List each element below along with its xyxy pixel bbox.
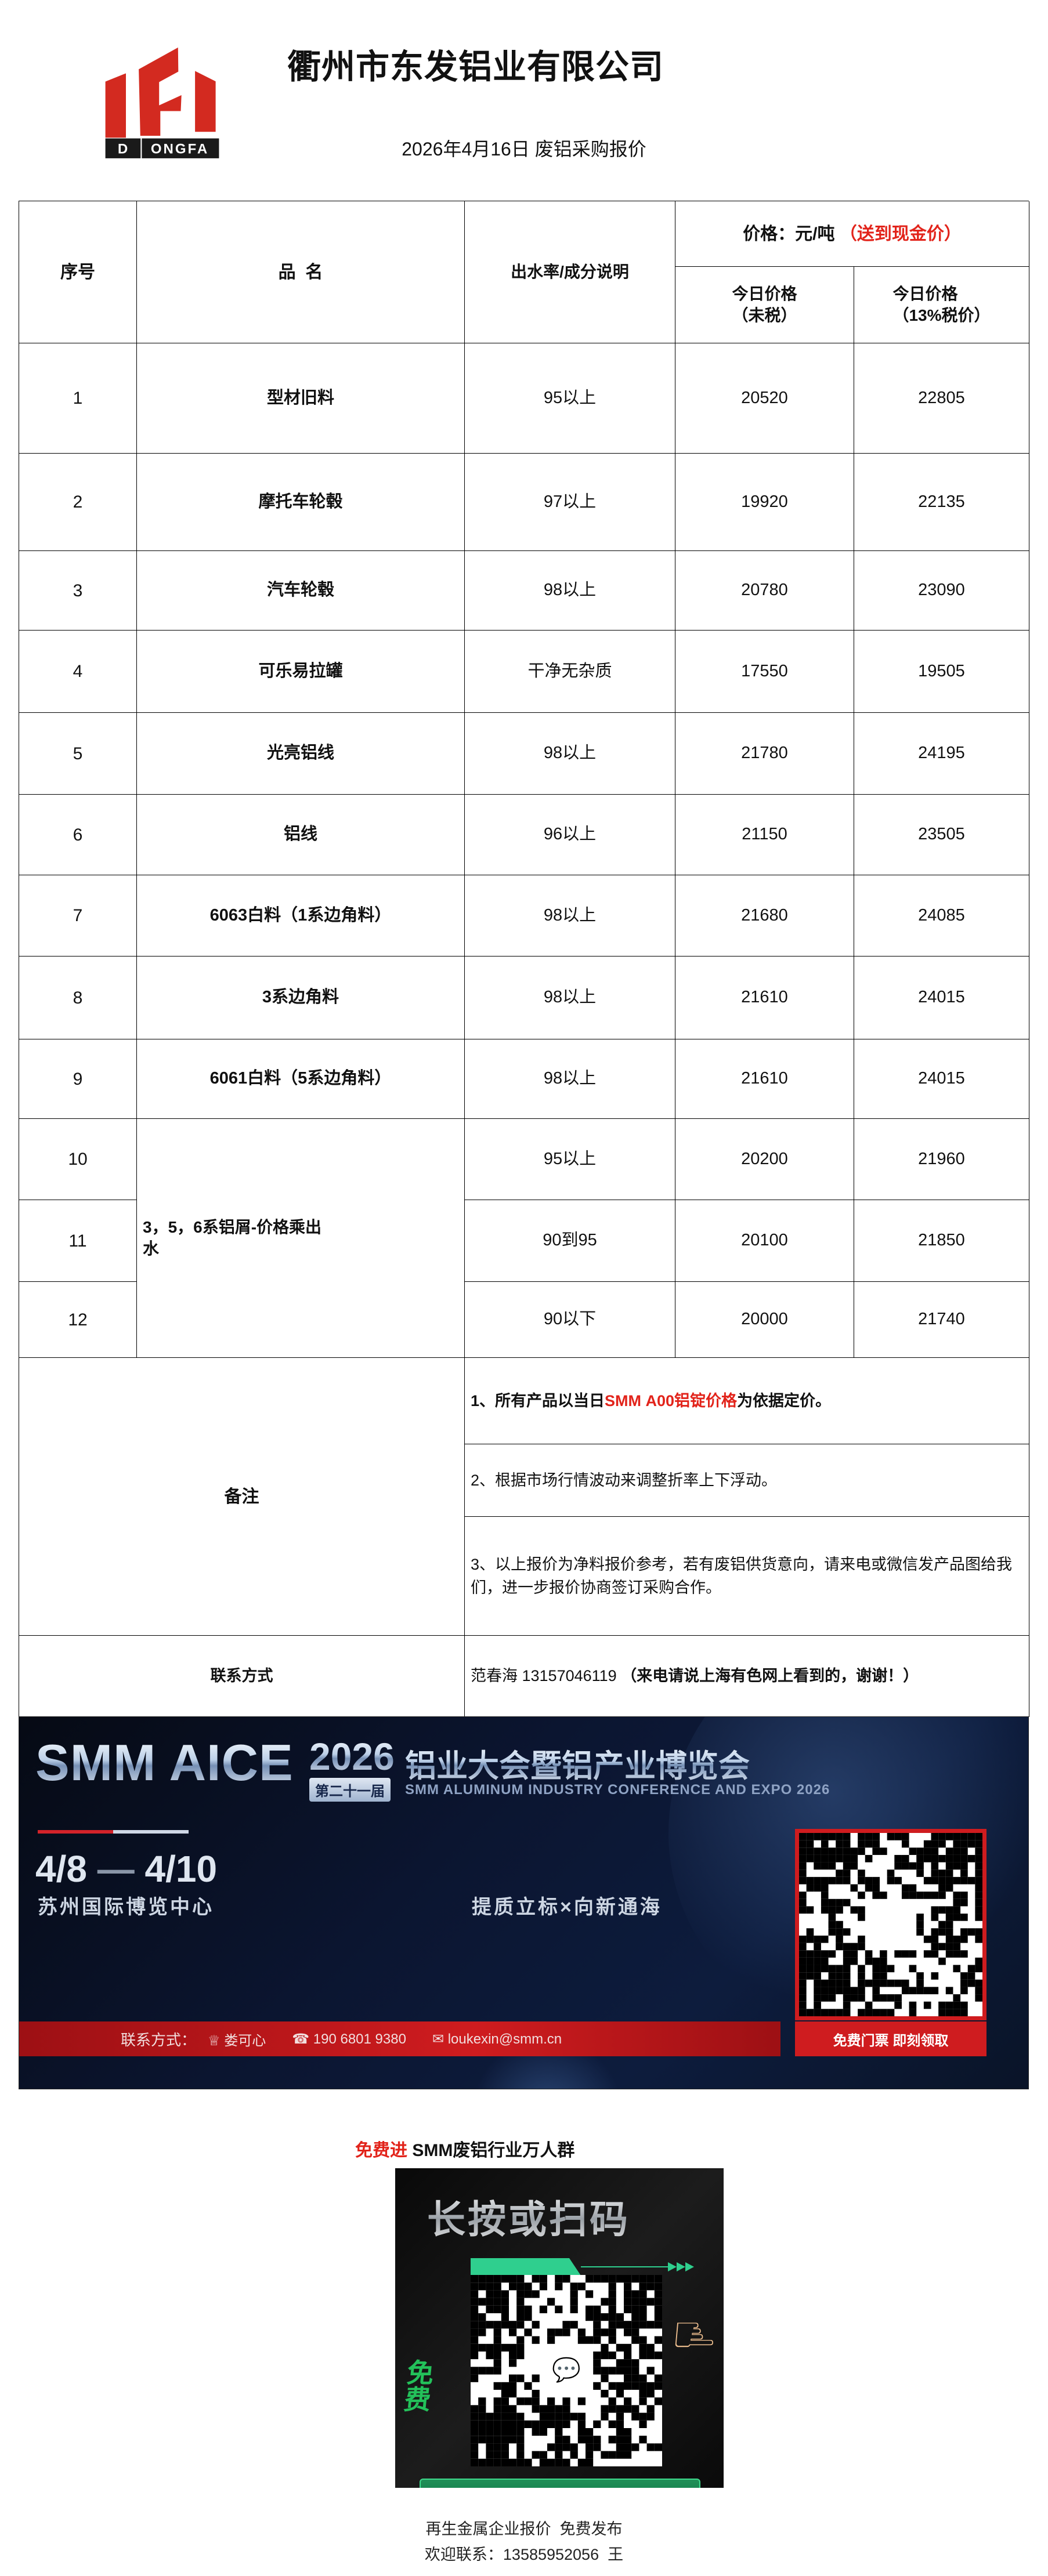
svg-text:💬: 💬: [552, 2356, 581, 2383]
